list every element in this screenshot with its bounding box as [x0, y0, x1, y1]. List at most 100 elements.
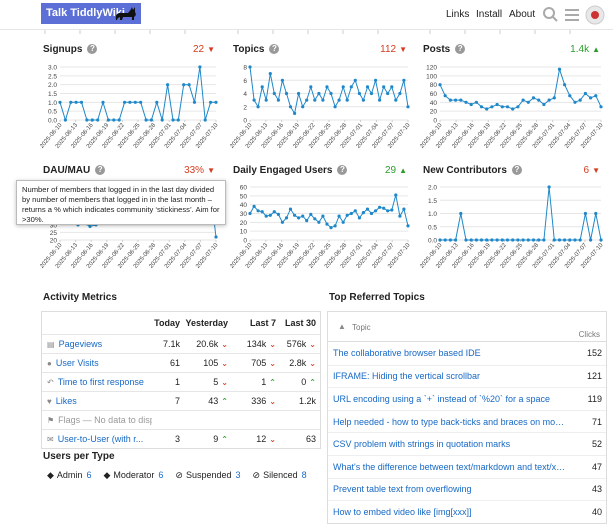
topic-link[interactable]: CSV problem with strings in quotation ma… [333, 439, 511, 450]
topic-link[interactable]: The collaborative browser based IDE [333, 348, 481, 359]
table-row: Prevent table text from overflowing 43 [328, 477, 606, 501]
data-point [599, 105, 603, 109]
data-point [382, 206, 386, 210]
user-type-count[interactable]: 6 [158, 470, 164, 480]
data-point [333, 224, 337, 228]
trend-down-icon: ⌄ [309, 359, 316, 368]
heart-icon: ♥ [47, 397, 52, 406]
data-point [448, 238, 452, 242]
table-header: ▲ Topic Clicks [328, 312, 606, 342]
metric-yesterday: 43 ⌃ [180, 396, 228, 406]
data-point [268, 213, 272, 217]
y-tick-label: 6 [243, 78, 247, 85]
data-point [325, 85, 329, 89]
topic-link[interactable]: IFRAME: Hiding the vertical scrollbar [333, 371, 481, 382]
help-icon[interactable]: ? [269, 44, 280, 54]
col-clicks[interactable]: Clicks [578, 330, 600, 339]
chart-title-engaged: Daily Engaged Users? [233, 165, 348, 176]
topic-clicks: 40 [591, 506, 602, 517]
menu-icon[interactable] [565, 6, 579, 23]
metric-name[interactable]: ✉ User-to-User (with r... [42, 434, 152, 444]
search-icon[interactable] [542, 6, 559, 23]
data-point [552, 96, 556, 100]
data-point [386, 91, 390, 96]
data-point [369, 211, 374, 216]
reply-icon: ↶ [47, 378, 54, 387]
logo-text: Talk TiddlyWiki [46, 7, 125, 19]
nav-install[interactable]: Install [476, 9, 503, 20]
data-point [374, 78, 378, 82]
metric-name[interactable]: ▤ Pageviews [42, 339, 152, 349]
nav-about[interactable]: About [509, 9, 536, 20]
topic-link[interactable]: Prevent table text from overflowing [333, 484, 472, 495]
file-icon: ▤ [47, 340, 55, 349]
data-point [485, 238, 489, 242]
data-point [171, 118, 175, 122]
data-point [374, 209, 378, 213]
help-icon[interactable]: ? [511, 165, 522, 175]
user-type-count[interactable]: 3 [235, 470, 241, 480]
metric-value: 43 [208, 396, 219, 406]
user-type-count[interactable]: 8 [301, 470, 307, 480]
help-icon[interactable]: ? [87, 44, 98, 54]
data-point [552, 238, 556, 242]
data-point [345, 98, 349, 102]
topic-link[interactable]: What's the difference between text/markd… [333, 461, 568, 472]
topic-clicks: 43 [591, 484, 602, 495]
metric-value: 1.2k [298, 396, 316, 406]
chart-title-contributors: New Contributors? [423, 165, 522, 176]
data-point [276, 212, 280, 216]
topic-link[interactable]: Help needed - how to type back-ticks and… [333, 416, 568, 427]
data-point [448, 98, 452, 102]
data-point [139, 100, 143, 104]
sort-up-icon[interactable]: ▲ [338, 322, 346, 331]
user-type-item: ⊘ Suspended 3 [175, 470, 240, 481]
y-tick-label: 1.0 [48, 100, 57, 107]
data-point [144, 118, 148, 122]
topic-link[interactable]: URL encoding using a `+` instead of `%20… [333, 393, 551, 404]
y-tick-label: 60 [430, 91, 438, 98]
contributors-chart: 0.00.51.01.52.02025-06-102025-06-132025-… [420, 185, 605, 270]
data-point [176, 118, 180, 122]
ban-icon: ⊘ [175, 470, 183, 480]
topic-clicks: 119 [587, 393, 602, 404]
metric-name[interactable]: ↶ Time to first response [42, 377, 152, 387]
data-point [260, 210, 264, 214]
metric-name[interactable]: ● User Visits [42, 358, 152, 368]
help-icon[interactable]: ? [455, 44, 466, 54]
data-point [128, 100, 132, 104]
metric-yesterday: 105 ⌄ [180, 358, 228, 368]
data-point [357, 216, 361, 220]
user-type-item: ◆ Moderator 6 [103, 470, 163, 481]
y-tick-label: 0 [433, 118, 437, 125]
site-logo[interactable]: Talk TiddlyWiki [41, 3, 141, 24]
help-icon[interactable]: ? [95, 165, 106, 175]
data-point [187, 83, 191, 87]
col-topic[interactable]: Topic [352, 323, 371, 332]
data-point [325, 222, 329, 226]
data-point [133, 100, 137, 104]
data-point [464, 238, 468, 242]
data-point [101, 100, 105, 104]
topic-clicks: 121 [586, 371, 602, 382]
help-icon[interactable]: ? [337, 165, 348, 175]
metric-value: 63 [305, 434, 316, 444]
data-point [305, 98, 309, 102]
user-type-count[interactable]: 6 [86, 470, 92, 480]
metric-label: Flags — No data to display. [58, 415, 152, 425]
data-point [378, 205, 382, 209]
metric-last30: 2.8k ⌄ [276, 358, 320, 368]
data-point [293, 213, 297, 217]
metric-name[interactable]: ♥ Likes [42, 396, 152, 406]
data-point [459, 98, 463, 102]
metric-today: 7.1k [152, 339, 180, 349]
table-row: How to embed video like [img[xxx]] 40 [328, 500, 606, 523]
metric-last7: 1 ⌃ [228, 377, 276, 387]
avatar[interactable] [585, 5, 605, 25]
topic-link[interactable]: How to embed video like [img[xxx]] [333, 506, 472, 517]
data-point [583, 91, 587, 96]
data-point [361, 211, 365, 215]
nav-links[interactable]: Links [446, 9, 470, 20]
data-point [203, 118, 207, 122]
col-yesterday: Yesterday [185, 318, 228, 328]
